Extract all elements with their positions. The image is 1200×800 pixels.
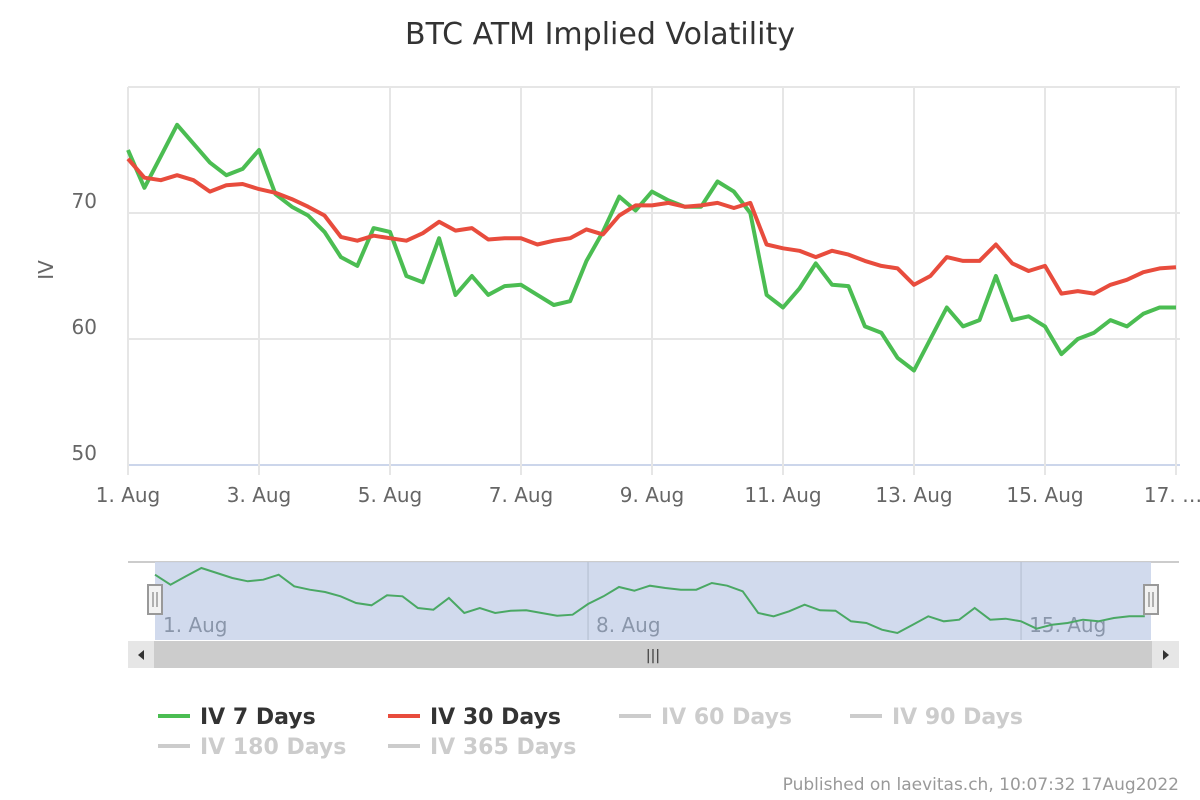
grid: [127, 86, 1180, 475]
legend-item-iv-90-days[interactable]: IV 90 Days: [850, 705, 1023, 730]
legend-label: IV 7 Days: [200, 705, 316, 730]
x-tick-label: 11. Aug: [744, 483, 821, 507]
legend-label: IV 60 Days: [661, 705, 792, 730]
arrow-left-icon: [138, 650, 144, 660]
x-axis-ticks: 1. Aug 3. Aug 5. Aug 7. Aug 9. Aug 11. Aug 13.…: [96, 483, 1200, 507]
navigator-label: 8. Aug: [596, 613, 661, 637]
legend-label: IV 30 Days: [430, 705, 561, 730]
navigator-right-handle[interactable]: [1143, 584, 1159, 615]
series-line-iv-30-days[interactable]: [126, 157, 1177, 296]
y-axis-ticks: 50 60 70: [72, 189, 97, 465]
plot-series[interactable]: [126, 122, 1177, 373]
legend-label: IV 90 Days: [892, 705, 1023, 730]
y-axis-label: IV: [34, 260, 58, 280]
navigator[interactable]: 1. Aug 8. Aug 15. Aug |||: [128, 561, 1179, 668]
y-tick-label: 50: [72, 441, 97, 465]
x-tick-label: 13. Aug: [875, 483, 952, 507]
arrow-right-icon: [1163, 650, 1169, 660]
scrollbar-track[interactable]: [128, 641, 1179, 668]
legend[interactable]: IV 7 Days IV 30 Days IV 60 Days IV 90 Days I…: [158, 705, 1023, 760]
legend-item-iv-60-days[interactable]: IV 60 Days: [619, 705, 792, 730]
legend-item-iv-30-days[interactable]: IV 30 Days: [388, 705, 561, 730]
legend-label: IV 365 Days: [430, 735, 576, 760]
navigator-selection-mask[interactable]: [155, 562, 1151, 640]
legend-item-iv-7-days[interactable]: IV 7 Days: [158, 705, 316, 730]
x-tick-label: 9. Aug: [620, 483, 685, 507]
y-tick-label: 60: [72, 315, 97, 339]
series-line-iv-7-days[interactable]: [126, 122, 1176, 373]
x-tick-label: 7. Aug: [489, 483, 554, 507]
x-tick-label: 1. Aug: [96, 483, 161, 507]
navigator-label: 1. Aug: [163, 613, 228, 637]
y-tick-label: 70: [72, 189, 97, 213]
chart-title: BTC ATM Implied Volatility: [405, 17, 795, 52]
legend-item-iv-180-days[interactable]: IV 180 Days: [158, 735, 346, 760]
x-tick-label: 3. Aug: [227, 483, 292, 507]
navigator-series-line: [154, 566, 1145, 635]
x-tick-label: 17. …: [1144, 483, 1200, 507]
x-tick-label: 5. Aug: [358, 483, 423, 507]
legend-label: IV 180 Days: [200, 735, 346, 760]
x-tick-label: 15. Aug: [1006, 483, 1083, 507]
navigator-label: 15. Aug: [1029, 613, 1106, 637]
scrollbar-grip-icon[interactable]: |||: [646, 648, 660, 664]
legend-item-iv-365-days[interactable]: IV 365 Days: [388, 735, 576, 760]
navigator-left-handle[interactable]: [147, 584, 163, 615]
credit-text[interactable]: Published on laevitas.ch, 10:07:32 17Aug…: [783, 775, 1179, 795]
